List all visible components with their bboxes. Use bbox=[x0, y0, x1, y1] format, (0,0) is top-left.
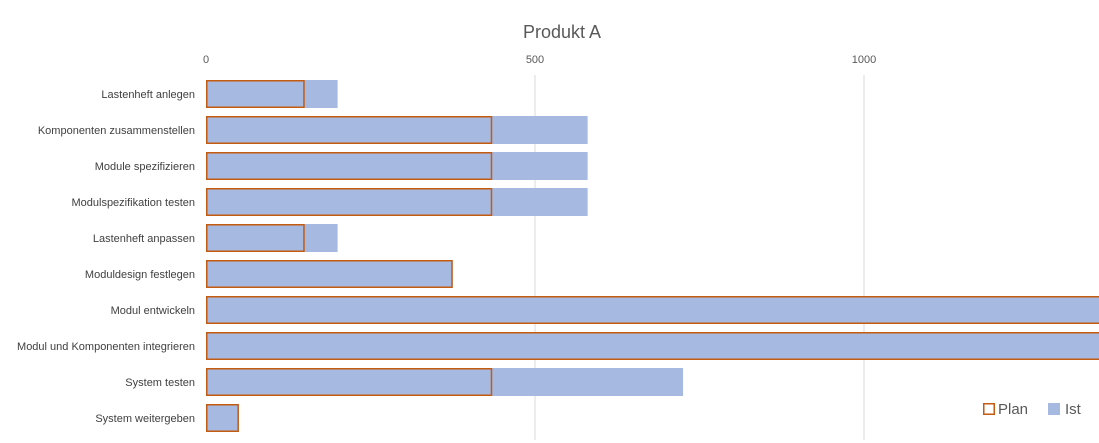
category-label-7: Modul und Komponenten integrieren bbox=[17, 341, 195, 353]
bar-plan-7 bbox=[206, 332, 1099, 360]
bar-plan-3 bbox=[206, 188, 493, 216]
bar-ist-4 bbox=[206, 224, 338, 252]
legend-swatch-ist bbox=[1048, 403, 1060, 415]
category-label-5: Moduldesign festlegen bbox=[85, 269, 195, 281]
category-label-4: Lastenheft anpassen bbox=[93, 233, 195, 245]
category-label-9: System weitergeben bbox=[95, 413, 195, 425]
category-label-6: Modul entwickeln bbox=[111, 305, 195, 317]
category-label-0: Lastenheft anlegen bbox=[101, 89, 195, 101]
legend-swatch-plan bbox=[983, 403, 995, 415]
legend-label-ist: Ist bbox=[1065, 401, 1082, 418]
x-tick-label-500: 500 bbox=[526, 54, 544, 66]
bar-ist-3 bbox=[206, 188, 588, 216]
bar-ist-0 bbox=[206, 80, 338, 108]
bar-ist-5 bbox=[206, 260, 453, 288]
x-tick-label-1000: 1000 bbox=[852, 54, 876, 66]
bar-ist-6 bbox=[206, 296, 1099, 324]
category-label-1: Komponenten zusammenstellen bbox=[38, 125, 195, 137]
category-label-2: Module spezifizieren bbox=[95, 161, 195, 173]
legend-label-plan: Plan bbox=[998, 401, 1028, 418]
x-tick-label-0: 0 bbox=[203, 54, 209, 66]
bar-ist-9 bbox=[206, 404, 239, 432]
bar-plan-6 bbox=[206, 296, 1099, 324]
bar-ist-7 bbox=[206, 332, 1099, 360]
category-label-8: System testen bbox=[125, 377, 195, 389]
bar-plan-8 bbox=[206, 368, 493, 396]
bar-ist-1 bbox=[206, 116, 588, 144]
bar-plan-9 bbox=[206, 404, 239, 432]
x-axis-ticks: 05001000150020002500 bbox=[203, 54, 876, 66]
bar-plan-5 bbox=[206, 260, 453, 288]
bar-ist-8 bbox=[206, 368, 684, 396]
bar-plan-4 bbox=[206, 224, 305, 252]
bar-plan-1 bbox=[206, 116, 493, 144]
bar-ist-2 bbox=[206, 152, 588, 180]
category-labels: Lastenheft anlegen Komponenten zusammenst… bbox=[17, 89, 195, 425]
legend: Plan Ist bbox=[983, 401, 1082, 418]
bar-plan-0 bbox=[206, 80, 305, 108]
category-label-3: Modulspezifikation testen bbox=[71, 197, 195, 209]
chart-title: Produkt A bbox=[523, 22, 601, 42]
bars bbox=[206, 80, 1099, 432]
bar-plan-2 bbox=[206, 152, 493, 180]
